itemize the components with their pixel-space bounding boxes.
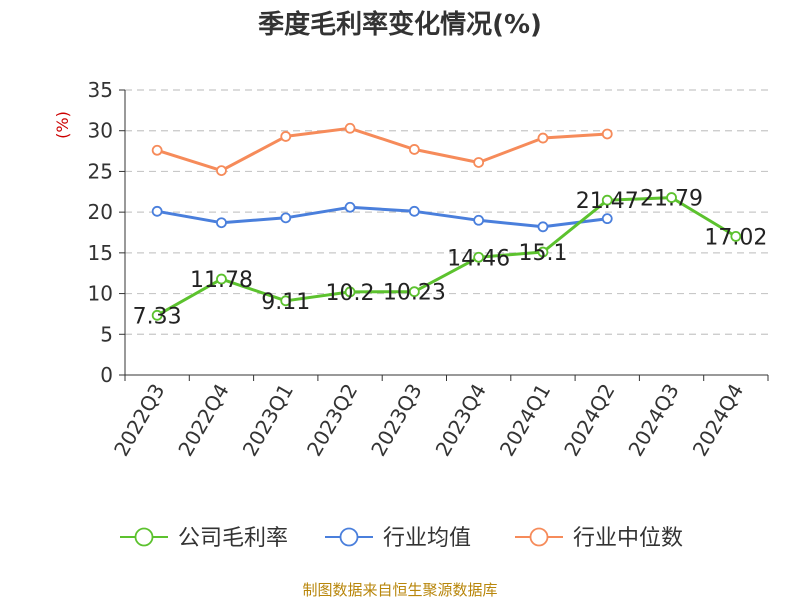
x-tick-label: 2024Q1 (495, 380, 555, 461)
data-point (537, 221, 549, 233)
data-point (216, 273, 227, 285)
y-tick-label: 35 (88, 78, 113, 102)
x-tick-label: 2024Q2 (559, 380, 619, 461)
data-point (408, 144, 420, 155)
y-tick-label: 30 (88, 119, 113, 143)
data-label: 15.1 (518, 241, 567, 266)
source-note: 制图数据来自恒生聚源数据库 (302, 581, 497, 599)
data-point (666, 192, 677, 203)
data-label: 21.47 (576, 189, 639, 214)
gridlines (125, 89, 768, 335)
series-group (151, 122, 742, 321)
data-point (408, 286, 420, 298)
data-label: 10.2 (326, 281, 375, 306)
data-point (216, 217, 227, 229)
data-point (601, 194, 613, 206)
data-point (344, 201, 356, 213)
legend: 公司毛利率 行业均值 行业中位数 (120, 526, 683, 551)
legend-label: 行业中位数 (573, 526, 683, 551)
data-point (473, 157, 485, 168)
data-point (280, 212, 292, 224)
data-point (344, 122, 356, 134)
data-label: 10.23 (383, 281, 446, 306)
data-point (280, 131, 292, 142)
data-label: 17.02 (704, 225, 767, 250)
data-point (216, 165, 227, 177)
data-label: 9.11 (261, 290, 310, 315)
series-line (156, 205, 608, 229)
x-tick-label: 2023Q2 (302, 380, 362, 461)
y-tick-label: 25 (88, 159, 113, 183)
data-point (151, 144, 163, 156)
data-point (473, 214, 485, 226)
data-point (151, 205, 163, 217)
data-point (730, 231, 742, 242)
x-tick-label: 2023Q1 (238, 380, 298, 461)
data-point (151, 309, 163, 321)
x-tick-label: 2024Q3 (623, 380, 683, 461)
data-point (537, 246, 549, 258)
data-point (344, 286, 356, 298)
data-point (601, 213, 613, 225)
legend-label: 行业均值 (383, 526, 471, 551)
data-label: 21.79 (640, 187, 703, 212)
series-line (156, 126, 608, 173)
legend-marker (529, 527, 549, 547)
y-tick-label: 15 (88, 241, 113, 265)
y-tick-label: 0 (100, 363, 113, 387)
x-tick-label: 2023Q4 (431, 380, 491, 461)
data-point (537, 132, 549, 144)
legend-marker (134, 527, 154, 547)
x-tick-label: 2023Q3 (366, 380, 426, 461)
x-tick-label: 2022Q4 (173, 380, 233, 461)
data-label: 7.33 (133, 304, 182, 329)
legend-label: 公司毛利率 (178, 526, 288, 551)
data-label: 14.46 (447, 246, 510, 271)
x-tick-label: 2024Q4 (688, 380, 748, 461)
y-tick-label: 20 (88, 200, 113, 224)
data-point (280, 295, 292, 307)
chart-title: 季度毛利率变化情况(%) (258, 9, 542, 40)
series-line (156, 196, 737, 317)
data-label: 11.78 (190, 268, 253, 293)
x-tick-label: 2022Q3 (109, 380, 169, 461)
data-point (408, 205, 420, 217)
legend-marker (339, 527, 359, 547)
data-point (473, 251, 485, 263)
y-tick-label: 10 (88, 282, 113, 306)
data-point (601, 128, 613, 140)
y-axis-label: (%) (53, 111, 72, 139)
y-tick-label: 5 (100, 322, 113, 346)
